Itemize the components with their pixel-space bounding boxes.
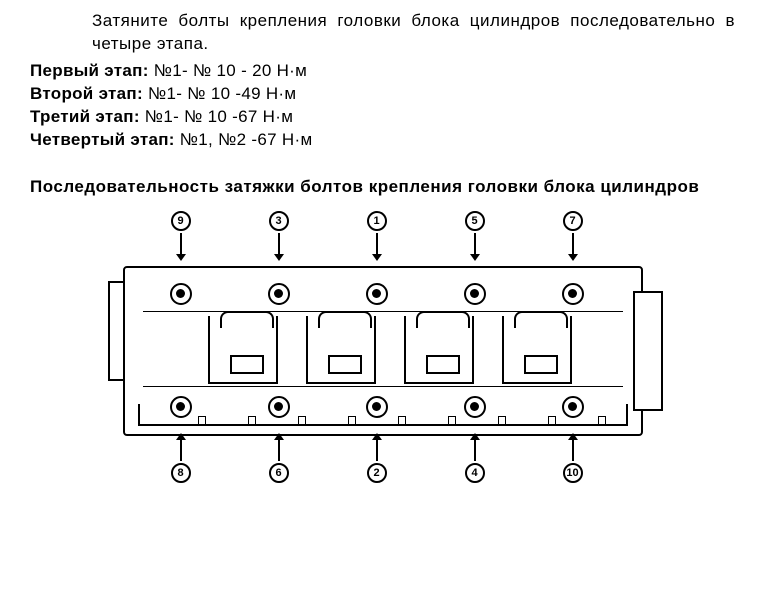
bolt-hole (268, 283, 290, 305)
stage-1-value: №1- № 10 - 20 Н·м (149, 61, 307, 80)
arrow-down-icon (278, 233, 280, 255)
arrow-down-icon (474, 233, 476, 255)
bolt-hole (464, 283, 486, 305)
rail-notch (398, 416, 406, 426)
bolt-hole (170, 283, 192, 305)
bolt-label-1: 1 (367, 211, 387, 231)
stage-4-value: №1, №2 -67 Н·м (175, 130, 313, 149)
rail-notch (298, 416, 306, 426)
bolt-label-7: 7 (563, 211, 583, 231)
detail-line (143, 311, 623, 313)
stage-2: Второй этап: №1- № 10 -49 Н·м (30, 83, 735, 106)
bolt-hole (562, 283, 584, 305)
bolt-label-10: 10 (563, 463, 583, 483)
stage-4-label: Четвертый этап: (30, 130, 175, 149)
stage-3-label: Третий этап: (30, 107, 140, 126)
stage-1: Первый этап: №1- № 10 - 20 Н·м (30, 60, 735, 83)
bolt-hole (366, 396, 388, 418)
bolt-label-8: 8 (171, 463, 191, 483)
arrow-up-icon (376, 439, 378, 461)
bolt-label-4: 4 (465, 463, 485, 483)
bolt-hole (366, 283, 388, 305)
stage-2-label: Второй этап: (30, 84, 143, 103)
rail-notch (348, 416, 356, 426)
intro-text: Затяните болты крепления головки блока ц… (30, 10, 735, 56)
arrow-down-icon (180, 233, 182, 255)
stage-1-label: Первый этап: (30, 61, 149, 80)
bolt-label-3: 3 (269, 211, 289, 231)
cylinder-chamber (404, 316, 474, 384)
stage-3-value: №1- № 10 -67 Н·м (140, 107, 293, 126)
bolt-hole (268, 396, 290, 418)
stage-3: Третий этап: №1- № 10 -67 Н·м (30, 106, 735, 129)
arrow-up-icon (572, 439, 574, 461)
stage-4: Четвертый этап: №1, №2 -67 Н·м (30, 129, 735, 152)
stage-2-value: №1- № 10 -49 Н·м (143, 84, 296, 103)
bolt-label-9: 9 (171, 211, 191, 231)
arrow-up-icon (278, 439, 280, 461)
cylinder-chamber (306, 316, 376, 384)
rail-notch (598, 416, 606, 426)
right-flange (633, 291, 663, 411)
cylinder-chamber (502, 316, 572, 384)
bolt-hole (170, 396, 192, 418)
rail-notch (498, 416, 506, 426)
rail-notch (448, 416, 456, 426)
arrow-up-icon (180, 439, 182, 461)
bolt-label-5: 5 (465, 211, 485, 231)
rail-notch (248, 416, 256, 426)
bolt-hole (464, 396, 486, 418)
arrow-up-icon (474, 439, 476, 461)
arrow-down-icon (376, 233, 378, 255)
bolt-label-6: 6 (269, 463, 289, 483)
rail-notch (198, 416, 206, 426)
cylinder-head-diagram: 9 3 1 5 7 8 6 2 4 10 (103, 211, 663, 491)
cylinder-chamber (208, 316, 278, 384)
bolt-label-2: 2 (367, 463, 387, 483)
rail-notch (548, 416, 556, 426)
sequence-title: Последовательность затяжки болтов крепле… (30, 176, 735, 199)
arrow-down-icon (572, 233, 574, 255)
bolt-hole (562, 396, 584, 418)
detail-line (143, 386, 623, 388)
